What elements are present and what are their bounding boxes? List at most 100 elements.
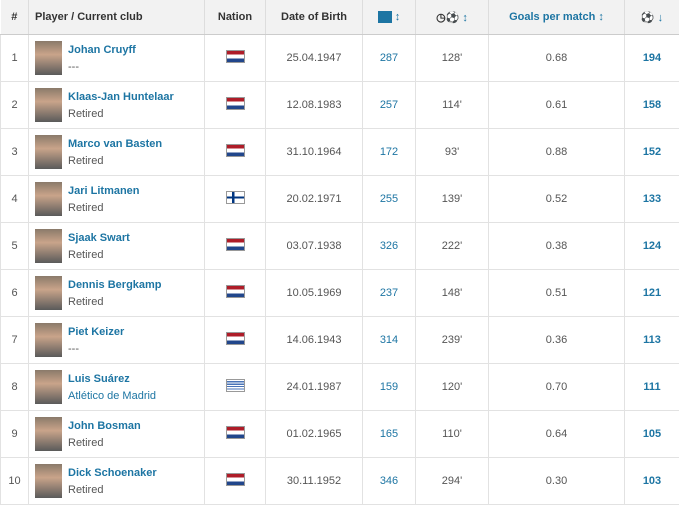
date-of-birth: 25.04.1947 — [266, 35, 363, 82]
player-photo[interactable] — [35, 323, 62, 357]
appearances-link[interactable]: 237 — [363, 270, 416, 317]
player-cell: Luis Suárez Atlético de Madrid — [29, 364, 205, 411]
goals-per-match: 0.64 — [489, 411, 625, 458]
player-name-link[interactable]: Jari Litmanen — [68, 185, 140, 197]
nation-cell — [205, 270, 266, 317]
goals-sort-header[interactable]: ⚽ ↓ — [625, 0, 679, 35]
nation-cell — [205, 82, 266, 129]
goals-link[interactable]: 194 — [625, 35, 679, 82]
rank: 3 — [1, 129, 29, 176]
club[interactable]: Atlético de Madrid — [68, 390, 156, 402]
player-name-link[interactable]: Johan Cruyff — [68, 44, 136, 56]
appearances-link[interactable]: 159 — [363, 364, 416, 411]
goals-link[interactable]: 113 — [625, 317, 679, 364]
minutes-per-goal: 110' — [416, 411, 489, 458]
goals-link[interactable]: 121 — [625, 270, 679, 317]
player-cell: Marco van Basten Retired — [29, 129, 205, 176]
table-row: 3 Marco van Basten Retired 31.10.1964 172… — [1, 129, 679, 176]
player-name-link[interactable]: Marco van Basten — [68, 138, 162, 150]
dob-header: Date of Birth — [266, 0, 363, 35]
rank: 8 — [1, 364, 29, 411]
player-name-link[interactable]: Piet Keizer — [68, 326, 124, 338]
appearances-sort-header[interactable]: ↕ — [363, 0, 416, 35]
flag-icon — [226, 97, 245, 110]
rank: 5 — [1, 223, 29, 270]
appearances-link[interactable]: 326 — [363, 223, 416, 270]
goals-link[interactable]: 152 — [625, 129, 679, 176]
date-of-birth: 12.08.1983 — [266, 82, 363, 129]
goals-link[interactable]: 111 — [625, 364, 679, 411]
table-row: 1 Johan Cruyff--- 25.04.1947 287 128' 0.… — [1, 35, 679, 82]
rank: 1 — [1, 35, 29, 82]
player-photo[interactable] — [35, 370, 62, 404]
player-photo[interactable] — [35, 276, 62, 310]
player-name-link[interactable]: Dick Schoenaker — [68, 467, 157, 479]
club: Retired — [68, 437, 141, 449]
rank: 7 — [1, 317, 29, 364]
goals-link[interactable]: 124 — [625, 223, 679, 270]
pitch-icon — [378, 11, 392, 23]
goals-per-match: 0.68 — [489, 35, 625, 82]
flag-icon — [226, 473, 245, 486]
player-name-link[interactable]: Dennis Bergkamp — [68, 279, 162, 291]
date-of-birth: 03.07.1938 — [266, 223, 363, 270]
player-photo[interactable] — [35, 41, 62, 75]
player-photo[interactable] — [35, 182, 62, 216]
goals-per-match: 0.51 — [489, 270, 625, 317]
goals-link[interactable]: 158 — [625, 82, 679, 129]
appearances-link[interactable]: 172 — [363, 129, 416, 176]
goals-per-match: 0.38 — [489, 223, 625, 270]
player-photo[interactable] — [35, 417, 62, 451]
appearances-link[interactable]: 346 — [363, 458, 416, 505]
player-photo[interactable] — [35, 464, 62, 498]
nation-cell — [205, 176, 266, 223]
player-photo[interactable] — [35, 135, 62, 169]
date-of-birth: 14.06.1943 — [266, 317, 363, 364]
player-cell: Johan Cruyff--- — [29, 35, 205, 82]
date-of-birth: 31.10.1964 — [266, 129, 363, 176]
table-row: 7 Piet Keizer--- 14.06.1943 314 239' 0.3… — [1, 317, 679, 364]
goals-per-match: 0.30 — [489, 458, 625, 505]
minutes-per-goal: 148' — [416, 270, 489, 317]
player-name-link[interactable]: Sjaak Swart — [68, 232, 130, 244]
goals-link[interactable]: 103 — [625, 458, 679, 505]
rank: 10 — [1, 458, 29, 505]
goals-link[interactable]: 133 — [625, 176, 679, 223]
goals-per-match: 0.52 — [489, 176, 625, 223]
appearances-link[interactable]: 257 — [363, 82, 416, 129]
minutes-per-goal-sort-header[interactable]: ◷⚽ ↕ — [416, 0, 489, 35]
player-cell: Piet Keizer--- — [29, 317, 205, 364]
date-of-birth: 30.11.1952 — [266, 458, 363, 505]
club: Retired — [68, 155, 162, 167]
minutes-per-goal: 114' — [416, 82, 489, 129]
player-photo[interactable] — [35, 229, 62, 263]
nation-cell — [205, 35, 266, 82]
player-name-link[interactable]: John Bosman — [68, 420, 141, 432]
minutes-per-goal: 120' — [416, 364, 489, 411]
goals-link[interactable]: 105 — [625, 411, 679, 458]
goals-per-match-sort-header[interactable]: Goals per match ↕ — [489, 0, 625, 35]
appearances-link[interactable]: 165 — [363, 411, 416, 458]
player-photo[interactable] — [35, 88, 62, 122]
appearances-link[interactable]: 287 — [363, 35, 416, 82]
flag-icon — [226, 191, 245, 204]
nation-cell — [205, 458, 266, 505]
player-name-link[interactable]: Luis Suárez — [68, 373, 156, 385]
flag-icon — [226, 238, 245, 251]
player-name-link[interactable]: Klaas-Jan Huntelaar — [68, 91, 174, 103]
appearances-link[interactable]: 314 — [363, 317, 416, 364]
flag-icon — [226, 332, 245, 345]
minutes-per-goal: 93' — [416, 129, 489, 176]
appearances-link[interactable]: 255 — [363, 176, 416, 223]
rank: 4 — [1, 176, 29, 223]
minutes-per-goal: 139' — [416, 176, 489, 223]
flag-icon — [226, 379, 245, 392]
goals-per-match: 0.70 — [489, 364, 625, 411]
